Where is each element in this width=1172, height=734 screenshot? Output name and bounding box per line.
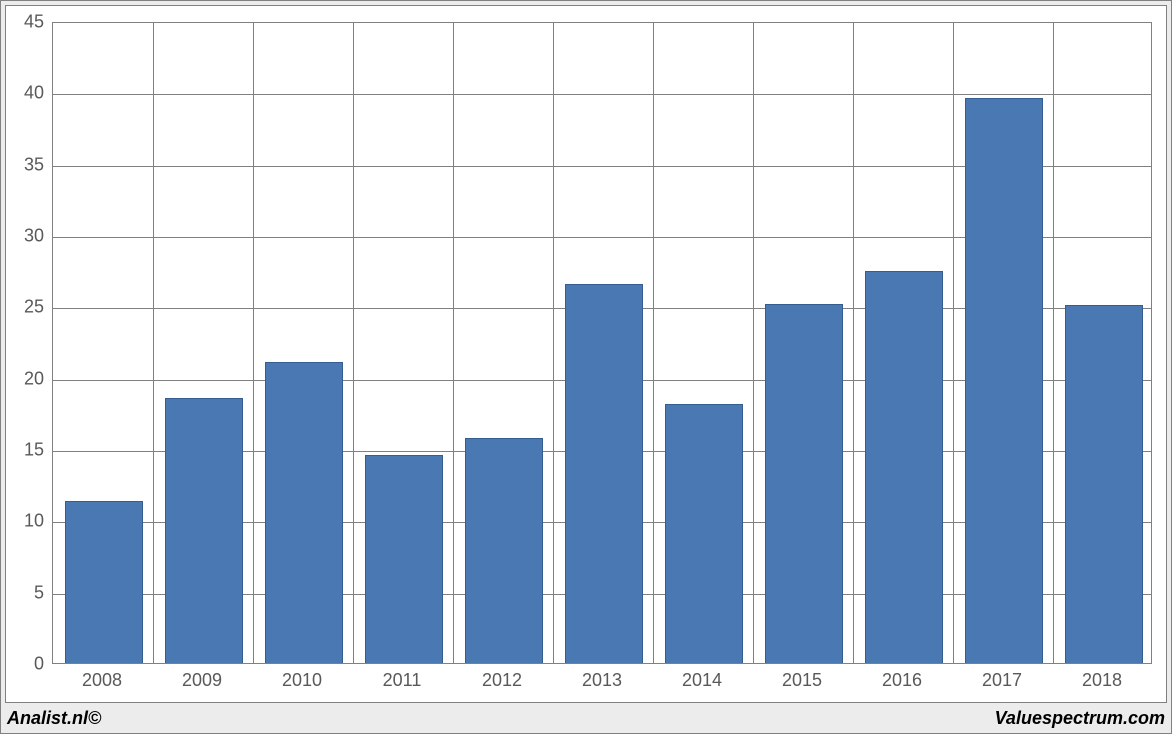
bar bbox=[65, 501, 143, 663]
bar bbox=[765, 304, 843, 663]
v-gridline bbox=[853, 23, 854, 663]
bar bbox=[365, 455, 443, 663]
bar bbox=[465, 438, 543, 663]
y-tick-label: 45 bbox=[6, 12, 44, 33]
v-gridline bbox=[953, 23, 954, 663]
v-gridline bbox=[453, 23, 454, 663]
x-tick-label: 2009 bbox=[182, 670, 222, 691]
y-tick-label: 35 bbox=[6, 154, 44, 175]
y-tick-label: 5 bbox=[6, 582, 44, 603]
x-tick-label: 2014 bbox=[682, 670, 722, 691]
v-gridline bbox=[353, 23, 354, 663]
y-tick-label: 10 bbox=[6, 511, 44, 532]
v-gridline bbox=[1053, 23, 1054, 663]
v-gridline bbox=[153, 23, 154, 663]
x-tick-label: 2011 bbox=[383, 670, 422, 691]
y-tick-label: 20 bbox=[6, 368, 44, 389]
bar bbox=[965, 98, 1043, 663]
x-tick-label: 2016 bbox=[882, 670, 922, 691]
x-tick-label: 2008 bbox=[82, 670, 122, 691]
footer-left-credit: Analist.nl© bbox=[7, 708, 101, 729]
footer-right-credit: Valuespectrum.com bbox=[995, 708, 1165, 729]
plot-area bbox=[52, 22, 1152, 664]
bar bbox=[265, 362, 343, 663]
bar bbox=[865, 271, 943, 663]
y-tick-label: 15 bbox=[6, 440, 44, 461]
bar bbox=[665, 404, 743, 663]
bar bbox=[1065, 305, 1143, 663]
h-gridline bbox=[53, 94, 1151, 95]
x-tick-label: 2012 bbox=[482, 670, 522, 691]
v-gridline bbox=[653, 23, 654, 663]
x-tick-label: 2010 bbox=[282, 670, 322, 691]
chart-frame: 0 5 10 15 20 25 30 35 40 45 2008 2009 2010 2011 2012 20… bbox=[0, 0, 1172, 734]
v-gridline bbox=[753, 23, 754, 663]
v-gridline bbox=[553, 23, 554, 663]
y-tick-label: 30 bbox=[6, 226, 44, 247]
x-tick-label: 2015 bbox=[782, 670, 822, 691]
v-gridline bbox=[253, 23, 254, 663]
bar bbox=[565, 284, 643, 663]
x-tick-label: 2017 bbox=[982, 670, 1022, 691]
y-tick-label: 40 bbox=[6, 83, 44, 104]
x-tick-label: 2013 bbox=[582, 670, 622, 691]
x-tick-label: 2018 bbox=[1082, 670, 1122, 691]
chart-panel: 0 5 10 15 20 25 30 35 40 45 2008 2009 2010 2011 2012 20… bbox=[5, 5, 1167, 703]
y-tick-label: 0 bbox=[6, 654, 44, 675]
y-tick-label: 25 bbox=[6, 297, 44, 318]
bar bbox=[165, 398, 243, 663]
